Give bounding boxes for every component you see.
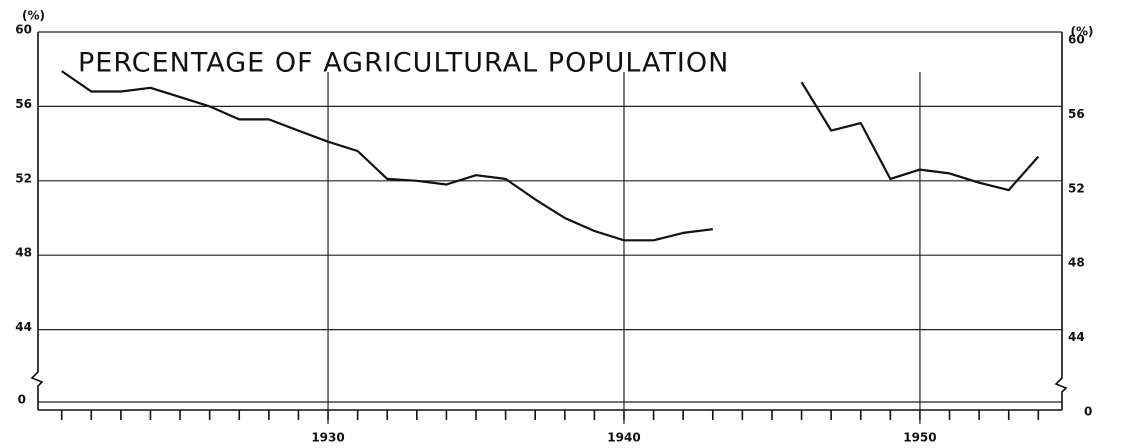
y-tick-label-right: 60 bbox=[1068, 33, 1085, 47]
data-line bbox=[61, 70, 713, 242]
y-tick-label-right: 0 bbox=[1084, 405, 1092, 419]
y-tick-label: 60 bbox=[15, 23, 32, 37]
data-line bbox=[800, 81, 1040, 192]
y-tick-label-right: 52 bbox=[1068, 181, 1085, 195]
y-tick-label: 44 bbox=[15, 320, 32, 334]
x-tick-label: 1940 bbox=[607, 431, 640, 445]
y-tick-label-right: 56 bbox=[1068, 107, 1085, 121]
right-axis bbox=[1054, 32, 1068, 410]
y-tick-label: 48 bbox=[15, 246, 32, 260]
chart-title: PERCENTAGE OF AGRICULTURAL POPULATION bbox=[78, 48, 729, 79]
y-tick-label: 56 bbox=[15, 97, 32, 111]
y-tick-label-right: 44 bbox=[1068, 330, 1085, 344]
x-tick-label: 1930 bbox=[311, 431, 344, 445]
left-axis bbox=[30, 32, 44, 410]
y-tick-label: 52 bbox=[15, 171, 32, 185]
x-tick-label: 1950 bbox=[903, 431, 936, 445]
y-tick-label: 0 bbox=[18, 393, 26, 407]
y-unit-left: (%) bbox=[22, 9, 45, 23]
y-tick-label-right: 48 bbox=[1068, 256, 1085, 270]
y-unit-right: (%) bbox=[1071, 25, 1094, 39]
